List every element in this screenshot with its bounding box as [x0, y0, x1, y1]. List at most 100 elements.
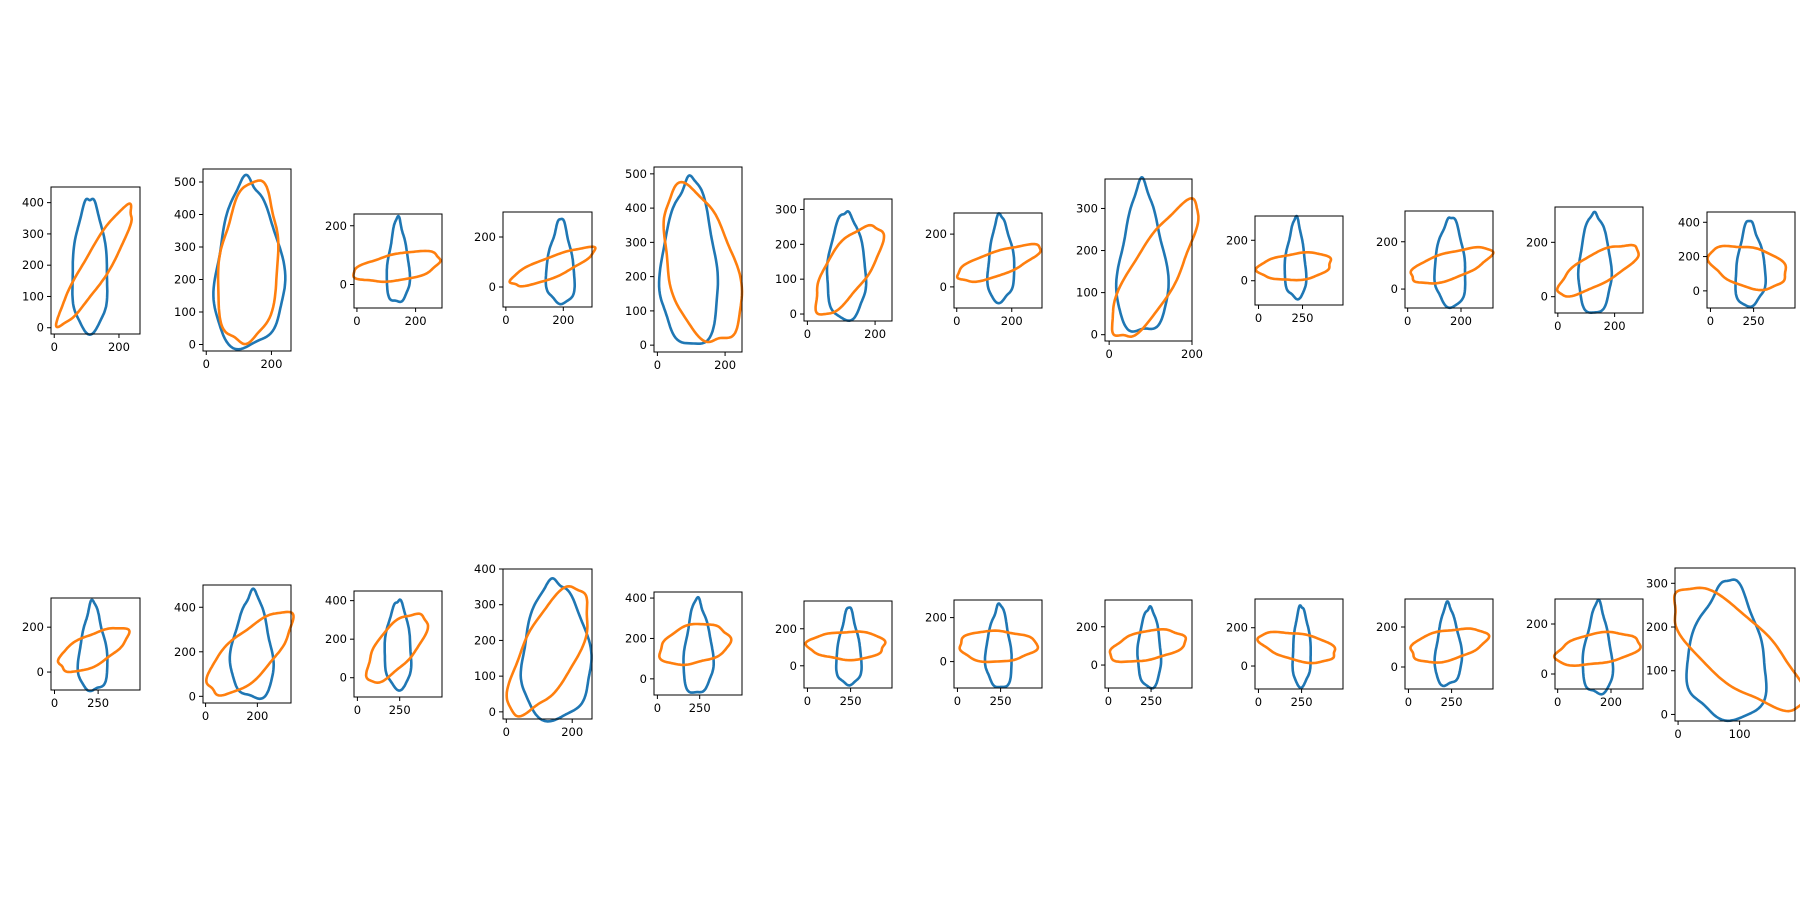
y-tick-label: 100 [625, 304, 647, 318]
y-tick-label: 200 [1526, 235, 1548, 249]
axes-frame [202, 584, 292, 704]
subplot-4: 0 200 0 200 [474, 211, 597, 327]
subplot-9: 0 250 0 200 [1226, 214, 1344, 325]
series-blue-contour [212, 173, 287, 351]
y-tick-label: 0 [1391, 660, 1398, 674]
subplot-10: 0 200 0 200 [1376, 210, 1495, 328]
series-blue-contour [1685, 578, 1768, 723]
y-tick-label: 0 [790, 659, 797, 673]
y-tick-label: 0 [489, 705, 496, 719]
x-tick-label: 250 [840, 694, 862, 708]
y-tick-label: 300 [22, 227, 44, 241]
axes-frame [1254, 215, 1344, 306]
y-tick-label: 100 [1076, 286, 1098, 300]
subplot-17: 0 250 0 200 400 [625, 591, 743, 715]
series-orange-contour [1108, 628, 1188, 664]
x-tick-label: 0 [804, 327, 811, 341]
y-tick-label: 100 [775, 272, 797, 286]
series-orange-contour [505, 585, 589, 718]
y-tick-label: 200 [775, 237, 797, 251]
y-tick-label: 200 [625, 270, 647, 284]
series-orange-contour [54, 202, 133, 329]
y-tick-label: 0 [790, 307, 797, 321]
y-tick-label: 0 [1661, 707, 1668, 721]
subplot-1: 0 200 0 100 200 300 400 [22, 186, 141, 354]
x-tick-label: 0 [1674, 727, 1681, 741]
series-orange-contour [364, 612, 430, 684]
series-orange-contour [1673, 586, 1800, 713]
series-orange-contour [56, 626, 131, 674]
y-tick-label: 200 [474, 230, 496, 244]
x-tick-label: 0 [953, 314, 960, 328]
y-tick-label: 200 [22, 258, 44, 272]
x-tick-label: 0 [654, 701, 661, 715]
x-tick-label: 0 [1707, 314, 1714, 328]
series-blue-contour [1136, 605, 1163, 690]
x-tick-label: 0 [1255, 311, 1262, 325]
series-blue-contour [1114, 176, 1170, 333]
x-tick-label: 100 [1729, 727, 1751, 741]
x-tick-label: 200 [405, 314, 427, 328]
y-tick-label: 300 [1076, 201, 1098, 215]
y-tick-label: 400 [1678, 215, 1700, 229]
series-blue-contour [825, 210, 868, 322]
x-tick-label: 0 [1105, 347, 1112, 361]
x-tick-label: 0 [51, 340, 58, 354]
axes-frame [353, 590, 443, 698]
y-tick-label: 200 [625, 631, 647, 645]
series-blue-contour [682, 595, 715, 694]
y-tick-label: 0 [1241, 274, 1248, 288]
y-tick-label: 0 [1091, 328, 1098, 342]
y-tick-label: 200 [325, 219, 347, 233]
series-orange-contour [1552, 630, 1642, 667]
x-tick-label: 250 [1140, 694, 1162, 708]
y-tick-label: 400 [474, 562, 496, 576]
subplot-19: 0 250 0 200 [925, 599, 1043, 708]
y-tick-label: 100 [474, 669, 496, 683]
series-blue-contour [76, 598, 109, 693]
y-tick-label: 0 [1541, 290, 1548, 304]
y-tick-label: 200 [1076, 244, 1098, 258]
series-blue-contour [383, 598, 413, 692]
y-tick-label: 200 [775, 622, 797, 636]
series-orange-contour [205, 610, 295, 697]
y-tick-label: 200 [1376, 620, 1398, 634]
y-tick-label: 0 [189, 338, 196, 352]
series-orange-contour [216, 179, 280, 346]
series-blue-contour [834, 606, 863, 687]
x-tick-label: 200 [561, 725, 583, 739]
x-tick-label: 0 [654, 358, 661, 372]
x-tick-label: 200 [246, 709, 268, 723]
axes-frame [1674, 567, 1796, 722]
axes-frame [953, 212, 1043, 309]
x-tick-label: 200 [1450, 314, 1472, 328]
y-tick-label: 300 [1646, 576, 1668, 590]
y-tick-label: 200 [1076, 620, 1098, 634]
y-tick-label: 100 [1646, 664, 1668, 678]
y-tick-label: 400 [22, 196, 44, 210]
subplot-18: 0 250 0 200 [775, 600, 893, 708]
series-orange-contour [1110, 197, 1200, 338]
y-tick-label: 300 [625, 235, 647, 249]
series-blue-contour [1433, 600, 1464, 688]
series-orange-contour [352, 249, 442, 284]
x-tick-label: 200 [260, 357, 282, 371]
x-tick-label: 250 [990, 694, 1012, 708]
x-tick-label: 0 [1554, 319, 1561, 333]
series-orange-contour [1409, 627, 1491, 664]
axes-frame [502, 211, 593, 308]
y-tick-label: 0 [940, 655, 947, 669]
axes-frame [803, 198, 893, 322]
y-tick-label: 300 [174, 240, 196, 254]
y-tick-label: 0 [1091, 658, 1098, 672]
axes-frame [50, 186, 141, 335]
subplot-12: 0 250 0 200 400 [1678, 211, 1796, 328]
x-tick-label: 250 [1292, 311, 1314, 325]
subplot-23: 0 200 0 200 [1526, 598, 1644, 709]
y-tick-label: 500 [174, 175, 196, 189]
y-tick-label: 200 [1226, 621, 1248, 635]
axes-frame [1554, 598, 1644, 690]
axes-frame [1554, 206, 1644, 314]
x-tick-label: 200 [864, 327, 886, 341]
